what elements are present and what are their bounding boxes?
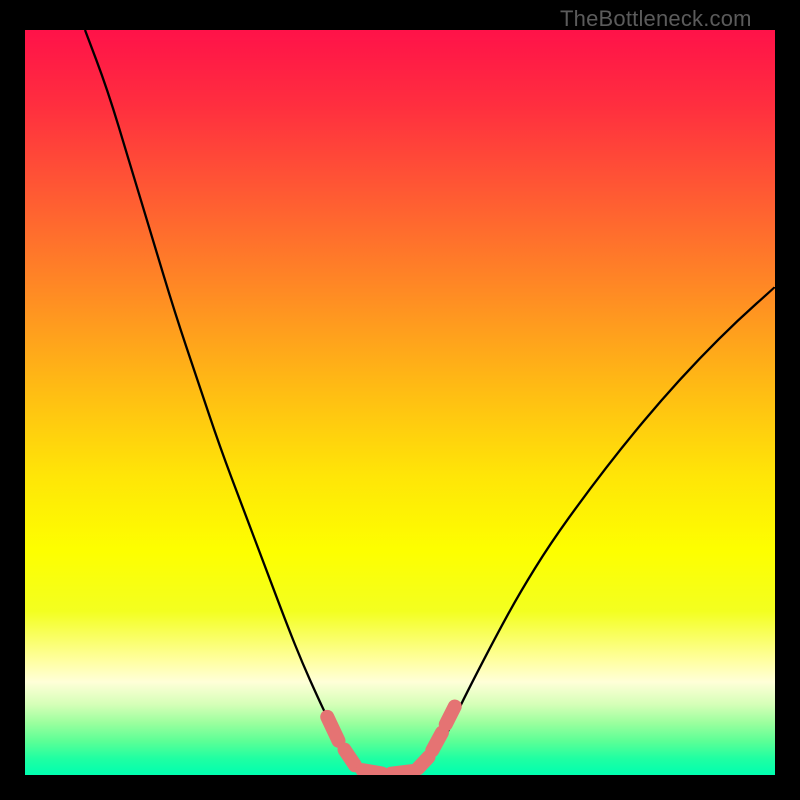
bead-segment [446, 706, 455, 724]
bead-segment [363, 770, 383, 773]
bead-segment [432, 733, 442, 751]
watermark-text: TheBottleneck.com [560, 6, 752, 32]
bead-segment [391, 771, 414, 774]
gradient-background [25, 30, 775, 775]
bottleneck-curve-chart [25, 30, 775, 775]
bead-segment [418, 757, 429, 768]
bead-segment [345, 750, 356, 766]
